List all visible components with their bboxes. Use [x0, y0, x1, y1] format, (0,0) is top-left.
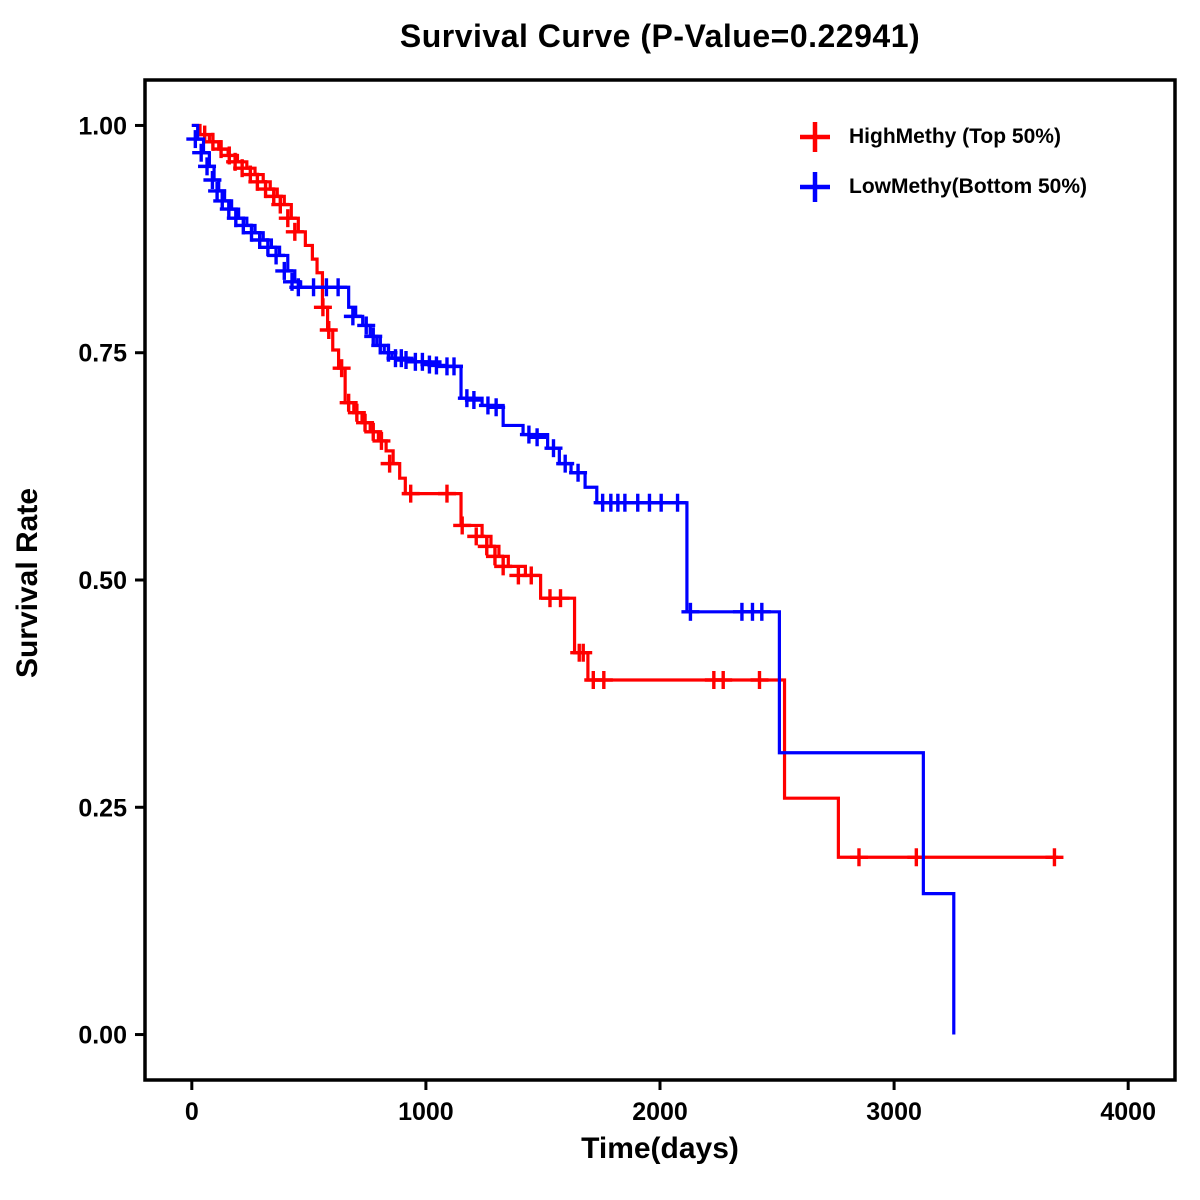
svg-text:0.75: 0.75: [78, 340, 127, 368]
legend-item-highmethy: HighMethy (Top 50%): [795, 112, 1087, 162]
svg-text:3000: 3000: [866, 1098, 922, 1126]
legend: HighMethy (Top 50%) LowMethy(Bottom 50%): [795, 112, 1087, 212]
svg-text:0.25: 0.25: [78, 794, 127, 822]
svg-text:1000: 1000: [398, 1098, 454, 1126]
legend-item-lowmethy: LowMethy(Bottom 50%): [795, 162, 1087, 212]
svg-text:1.00: 1.00: [78, 112, 127, 140]
svg-text:0.00: 0.00: [78, 1022, 127, 1050]
legend-label-highmethy: HighMethy (Top 50%): [849, 125, 1061, 148]
svg-text:0.50: 0.50: [78, 567, 127, 595]
svg-text:2000: 2000: [632, 1098, 688, 1126]
plus-marker-icon: [800, 172, 830, 202]
svg-text:4000: 4000: [1100, 1098, 1156, 1126]
chart-title: Survival Curve (P-Value=0.22941): [399, 18, 921, 54]
plus-marker-icon: [800, 122, 830, 152]
legend-label-lowmethy: LowMethy(Bottom 50%): [849, 175, 1087, 198]
x-axis-label: Time(days): [581, 1132, 739, 1165]
y-axis-label: Survival Rate: [11, 487, 44, 679]
svg-text:0: 0: [185, 1098, 199, 1126]
